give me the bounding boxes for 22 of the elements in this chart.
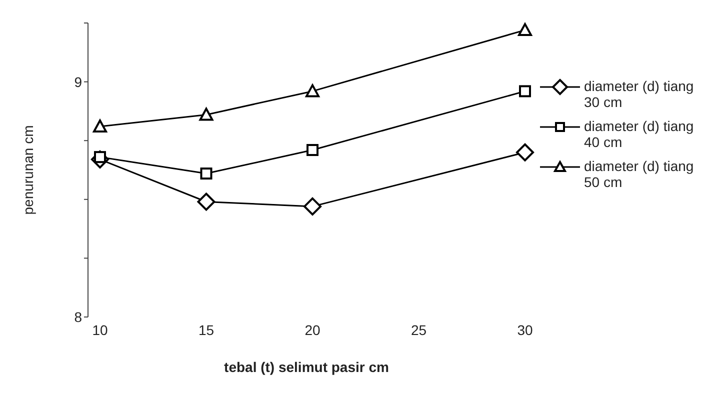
legend-label: diameter (d) tiang 50 cm [584, 158, 695, 190]
y-tick-label: 9 [74, 74, 82, 90]
point [93, 119, 107, 132]
point [519, 85, 531, 98]
point [518, 23, 532, 36]
point [197, 192, 216, 211]
point [199, 108, 214, 121]
x-tick-label: 20 [304, 322, 320, 338]
x-axis-title: tebal (t) selimut pasir cm [224, 359, 389, 375]
point [306, 84, 320, 98]
x-tick-label: 10 [92, 322, 108, 338]
x-tick-label: 30 [517, 322, 533, 338]
legend-label: diameter (d) tiang 40 cm [584, 118, 695, 150]
point [304, 197, 322, 216]
x-tick-label: 25 [410, 322, 427, 338]
legend-label: diameter (d) tiang 30 cm [584, 78, 695, 110]
point [200, 168, 212, 180]
point [516, 143, 534, 162]
y-tick-label: 8 [74, 308, 82, 325]
y-axis-title: penurunan cm [20, 125, 36, 215]
x-tick-label: 15 [198, 322, 214, 338]
point [306, 144, 318, 156]
